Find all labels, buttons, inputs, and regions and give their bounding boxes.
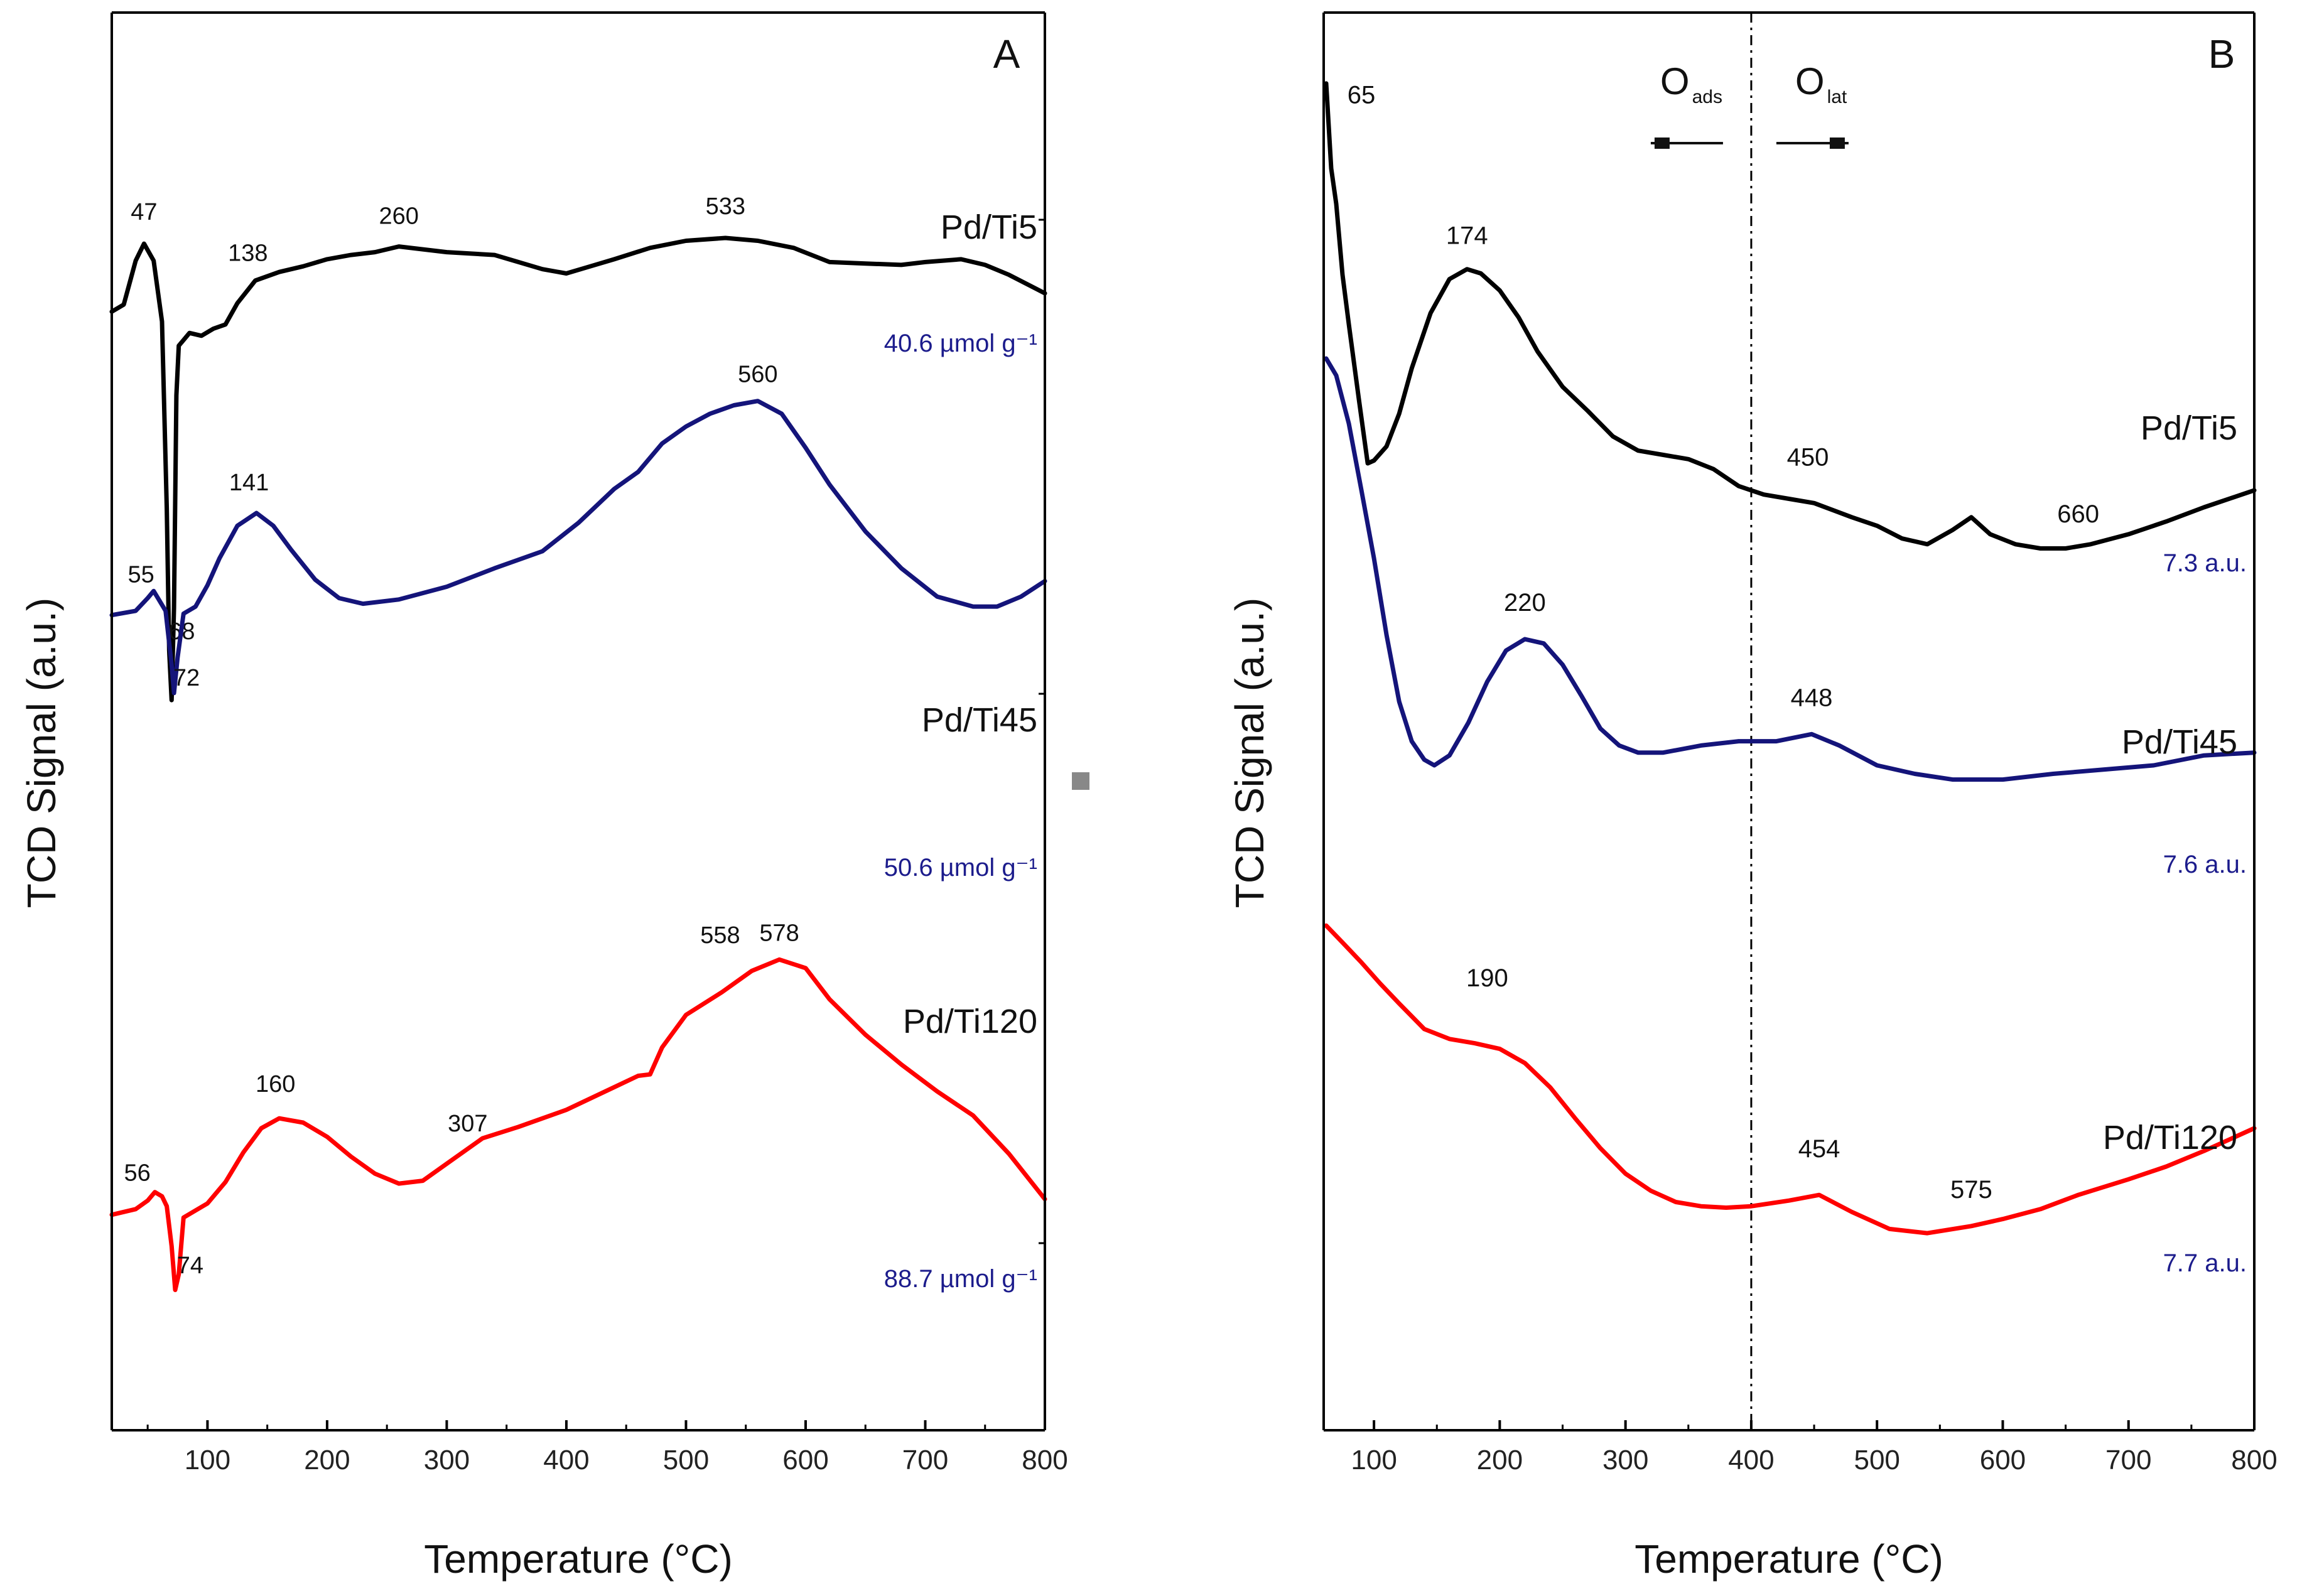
- peak-label-pd-ti120-578: 578: [759, 920, 799, 946]
- series-line-pd-ti45: [1324, 356, 2257, 782]
- peak-label-pd-ti45-141: 141: [229, 470, 269, 496]
- x-tick-label-500: 500: [663, 1445, 709, 1475]
- series-quantity-pd-ti5: 40.6 µmol g⁻¹: [884, 330, 1037, 357]
- x-tick-label-100: 100: [185, 1445, 230, 1475]
- peak-label-pd-ti5-47: 47: [131, 199, 157, 225]
- x-tick-label-700: 700: [2105, 1445, 2151, 1475]
- peak-label-pd-ti45-72: 72: [173, 665, 200, 691]
- x-tick-label-800: 800: [1022, 1445, 1067, 1475]
- x-tick-label-800: 800: [2231, 1445, 2277, 1475]
- x-tick-label-200: 200: [304, 1445, 350, 1475]
- series-quantity-pd-ti45: 7.6 a.u.: [2163, 851, 2247, 878]
- peak-label-pd-ti120-575: 575: [1950, 1176, 1992, 1204]
- x-tick-label-600: 600: [1980, 1445, 2026, 1475]
- peak-label-pd-ti120-454: 454: [1798, 1135, 1840, 1163]
- series-name-pd-ti45: Pd/Ti45: [922, 701, 1037, 739]
- peak-label-pd-ti5-450: 450: [1787, 443, 1829, 471]
- peak-label-pd-ti120-56: 56: [124, 1160, 150, 1187]
- series-name-pd-ti120: Pd/Ti120: [2103, 1119, 2237, 1157]
- series-name-pd-ti5: Pd/Ti5: [941, 208, 1037, 246]
- peak-label-pd-ti120-160: 160: [256, 1071, 295, 1097]
- chart-panel-b: 65 174 450 660 Pd/Ti5 7.3 a.u. 220 448 Pd/Ti45 7.…: [1227, 11, 2278, 1582]
- series-name-pd-ti45: Pd/Ti45: [2122, 723, 2237, 761]
- peak-label-pd-ti45-220: 220: [1504, 589, 1546, 617]
- peak-label-pd-ti5-533: 533: [706, 193, 745, 220]
- series-line-pd-ti45: [109, 399, 1047, 696]
- x-tick-label-300: 300: [1602, 1445, 1648, 1475]
- grey-square-marker: [1072, 772, 1089, 790]
- peak-label-pd-ti45-55: 55: [128, 561, 154, 588]
- series-quantity-pd-ti5: 7.3 a.u.: [2163, 549, 2247, 577]
- peak-label-pd-ti5-260: 260: [379, 203, 419, 230]
- series-name-pd-ti120: Pd/Ti120: [903, 1003, 1037, 1040]
- x-tick-label-600: 600: [782, 1445, 828, 1475]
- peak-label-pd-ti5-660: 660: [2057, 500, 2099, 528]
- series-line-pd-ti120: [109, 957, 1047, 1292]
- peak-label-pd-ti5-174: 174: [1446, 222, 1488, 250]
- peak-label-pd-ti120-190: 190: [1466, 964, 1508, 992]
- x-tick-label-400: 400: [1728, 1445, 1774, 1475]
- region-arrow-head-ads: [1654, 137, 1670, 149]
- y-axis-label: TCD Signal (a.u.): [19, 598, 64, 908]
- x-tick-label-500: 500: [1854, 1445, 1899, 1475]
- x-axis-label: Temperature (°C): [424, 1536, 733, 1582]
- y-axis-label: TCD Signal (a.u.): [1227, 598, 1272, 908]
- region-label-sub-lat: lat: [1827, 87, 1847, 107]
- panel-label-b: B: [2208, 31, 2235, 77]
- series-line-pd-ti5: [1324, 81, 2257, 551]
- series-quantity-pd-ti120: 88.7 µmol g⁻¹: [884, 1265, 1037, 1293]
- peak-label-pd-ti5-138: 138: [228, 240, 267, 267]
- x-tick-label-400: 400: [543, 1445, 589, 1475]
- x-tick-label-700: 700: [902, 1445, 948, 1475]
- series-quantity-pd-ti45: 50.6 µmol g⁻¹: [884, 854, 1037, 882]
- region-label-sub-ads: ads: [1692, 87, 1722, 107]
- peak-label-pd-ti45-560: 560: [738, 362, 777, 388]
- x-tick-label-300: 300: [424, 1445, 470, 1475]
- x-tick-label-100: 100: [1351, 1445, 1397, 1475]
- x-tick-label-200: 200: [1477, 1445, 1523, 1475]
- series-name-pd-ti5: Pd/Ti5: [2141, 409, 2237, 447]
- region-arrow-head-lat: [1829, 137, 1845, 149]
- peak-label-pd-ti120-558: 558: [700, 922, 740, 949]
- series-quantity-pd-ti120: 7.7 a.u.: [2163, 1249, 2247, 1277]
- peak-label-pd-ti5-65: 65: [1348, 82, 1376, 109]
- peak-label-pd-ti120-307: 307: [448, 1111, 487, 1137]
- panel-label-a: A: [993, 31, 1020, 77]
- peak-label-pd-ti120-74: 74: [177, 1253, 203, 1279]
- series-line-pd-ti5: [109, 235, 1047, 703]
- peak-label-pd-ti45-448: 448: [1791, 684, 1833, 711]
- x-axis-label: Temperature (°C): [1635, 1536, 1943, 1582]
- series-line-pd-ti120: [1324, 923, 2257, 1236]
